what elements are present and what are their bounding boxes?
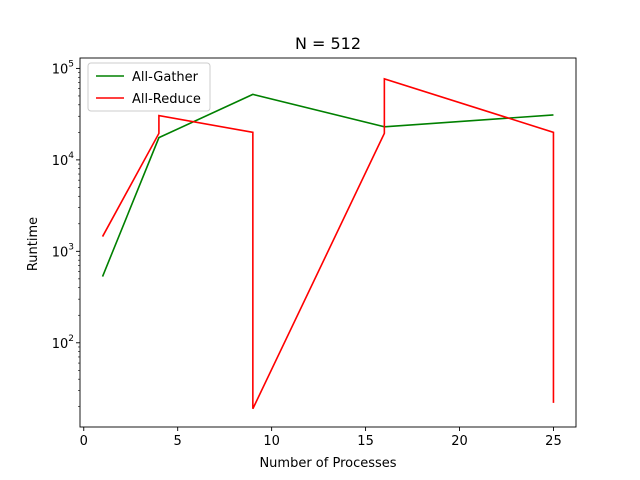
x-tick-label: 20	[451, 434, 468, 449]
axes-layer: 0 5 10 15 20 25 102 103 104 105	[52, 57, 577, 449]
x-tick-label: 5	[174, 434, 182, 449]
series-layer	[101, 77, 555, 410]
y-tick-label: 105	[52, 59, 74, 77]
chart-title: N = 512	[295, 34, 361, 53]
series-line-all-gather	[101, 93, 554, 277]
x-tick-label: 15	[357, 434, 374, 449]
x-tick-label: 25	[545, 434, 562, 449]
legend-label: All-Gather	[132, 70, 199, 85]
x-tick-label: 0	[80, 434, 88, 449]
legend-box	[87, 62, 211, 112]
series-line-all-reduce	[101, 77, 555, 410]
y-tick-label: 104	[52, 151, 75, 169]
y-tick-label: 102	[52, 334, 74, 352]
y-tick-label: 103	[52, 242, 74, 260]
y-axis-label: Runtime	[26, 217, 41, 271]
plot-frame	[79, 57, 577, 428]
legend: All-Gather All-Reduce	[87, 62, 211, 112]
x-axis-label: Number of Processes	[259, 456, 396, 471]
x-tick-label: 10	[263, 434, 280, 449]
legend-label: All-Reduce	[132, 92, 201, 107]
